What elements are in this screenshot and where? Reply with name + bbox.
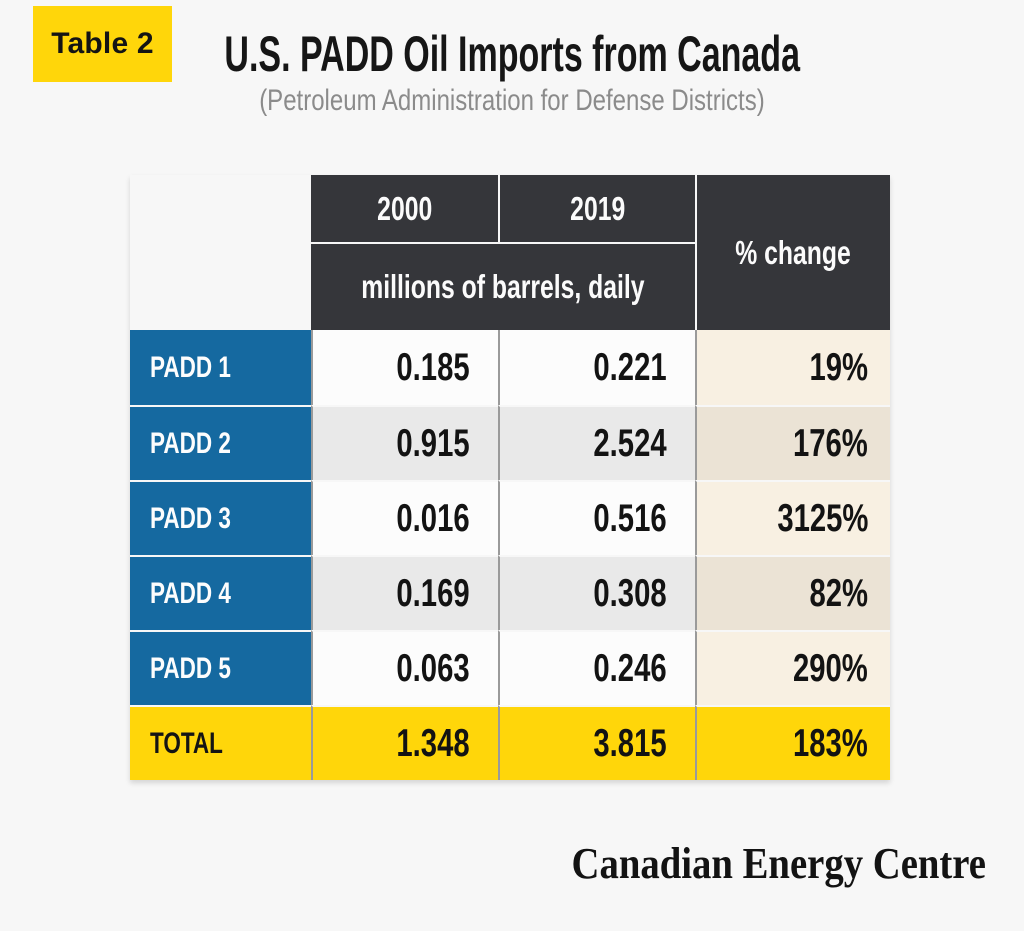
cell-padd5-change: 290% (695, 630, 890, 705)
brand-logo: Canadian Energy Centre (515, 838, 986, 889)
header-spacer-top (130, 175, 311, 242)
table-number-label: Table 2 (51, 27, 154, 60)
padd-imports-table: 2000 2019 % change millions of barrels, … (130, 175, 890, 780)
cell-padd5-2000: 0.063 (311, 630, 498, 705)
row-label-padd-5: PADD 5 (130, 630, 311, 705)
cell-padd3-change: 3125% (695, 480, 890, 555)
cell-padd1-2019: 0.221 (498, 330, 695, 405)
cell-padd1-2000: 0.185 (311, 330, 498, 405)
header-spacer-bottom (130, 242, 311, 330)
column-header-2000: 2000 (311, 175, 498, 242)
page-subtitle-text: (Petroleum Administration for Defense Di… (259, 84, 765, 117)
column-header-pct-change: % change (695, 175, 890, 330)
cell-padd1-change: 19% (695, 330, 890, 405)
cell-padd2-2000: 0.915 (311, 405, 498, 480)
cell-padd4-2000: 0.169 (311, 555, 498, 630)
brand-logo-text: Canadian Energy Centre (571, 839, 986, 888)
cell-padd4-2019: 0.308 (498, 555, 695, 630)
row-label-padd-1: PADD 1 (130, 330, 311, 405)
cell-padd3-2019: 0.516 (498, 480, 695, 555)
cell-padd4-change: 82% (695, 555, 890, 630)
table-number-badge: Table 2 (33, 6, 172, 82)
row-label-padd-4: PADD 4 (130, 555, 311, 630)
cell-total-2000: 1.348 (311, 705, 498, 780)
page-title-text: U.S. PADD Oil Imports from Canada (224, 26, 800, 82)
row-label-padd-3: PADD 3 (130, 480, 311, 555)
cell-total-2019: 3.815 (498, 705, 695, 780)
cell-padd2-change: 176% (695, 405, 890, 480)
page-subtitle: (Petroleum Administration for Defense Di… (0, 84, 1024, 118)
cell-padd3-2000: 0.016 (311, 480, 498, 555)
column-header-2019: 2019 (498, 175, 695, 242)
row-label-total: TOTAL (130, 705, 311, 780)
column-header-unit: millions of barrels, daily (311, 242, 695, 330)
cell-total-change: 183% (695, 705, 890, 780)
row-label-padd-2: PADD 2 (130, 405, 311, 480)
page-title: U.S. PADD Oil Imports from Canada (0, 28, 1024, 81)
cell-padd5-2019: 0.246 (498, 630, 695, 705)
cell-padd2-2019: 2.524 (498, 405, 695, 480)
